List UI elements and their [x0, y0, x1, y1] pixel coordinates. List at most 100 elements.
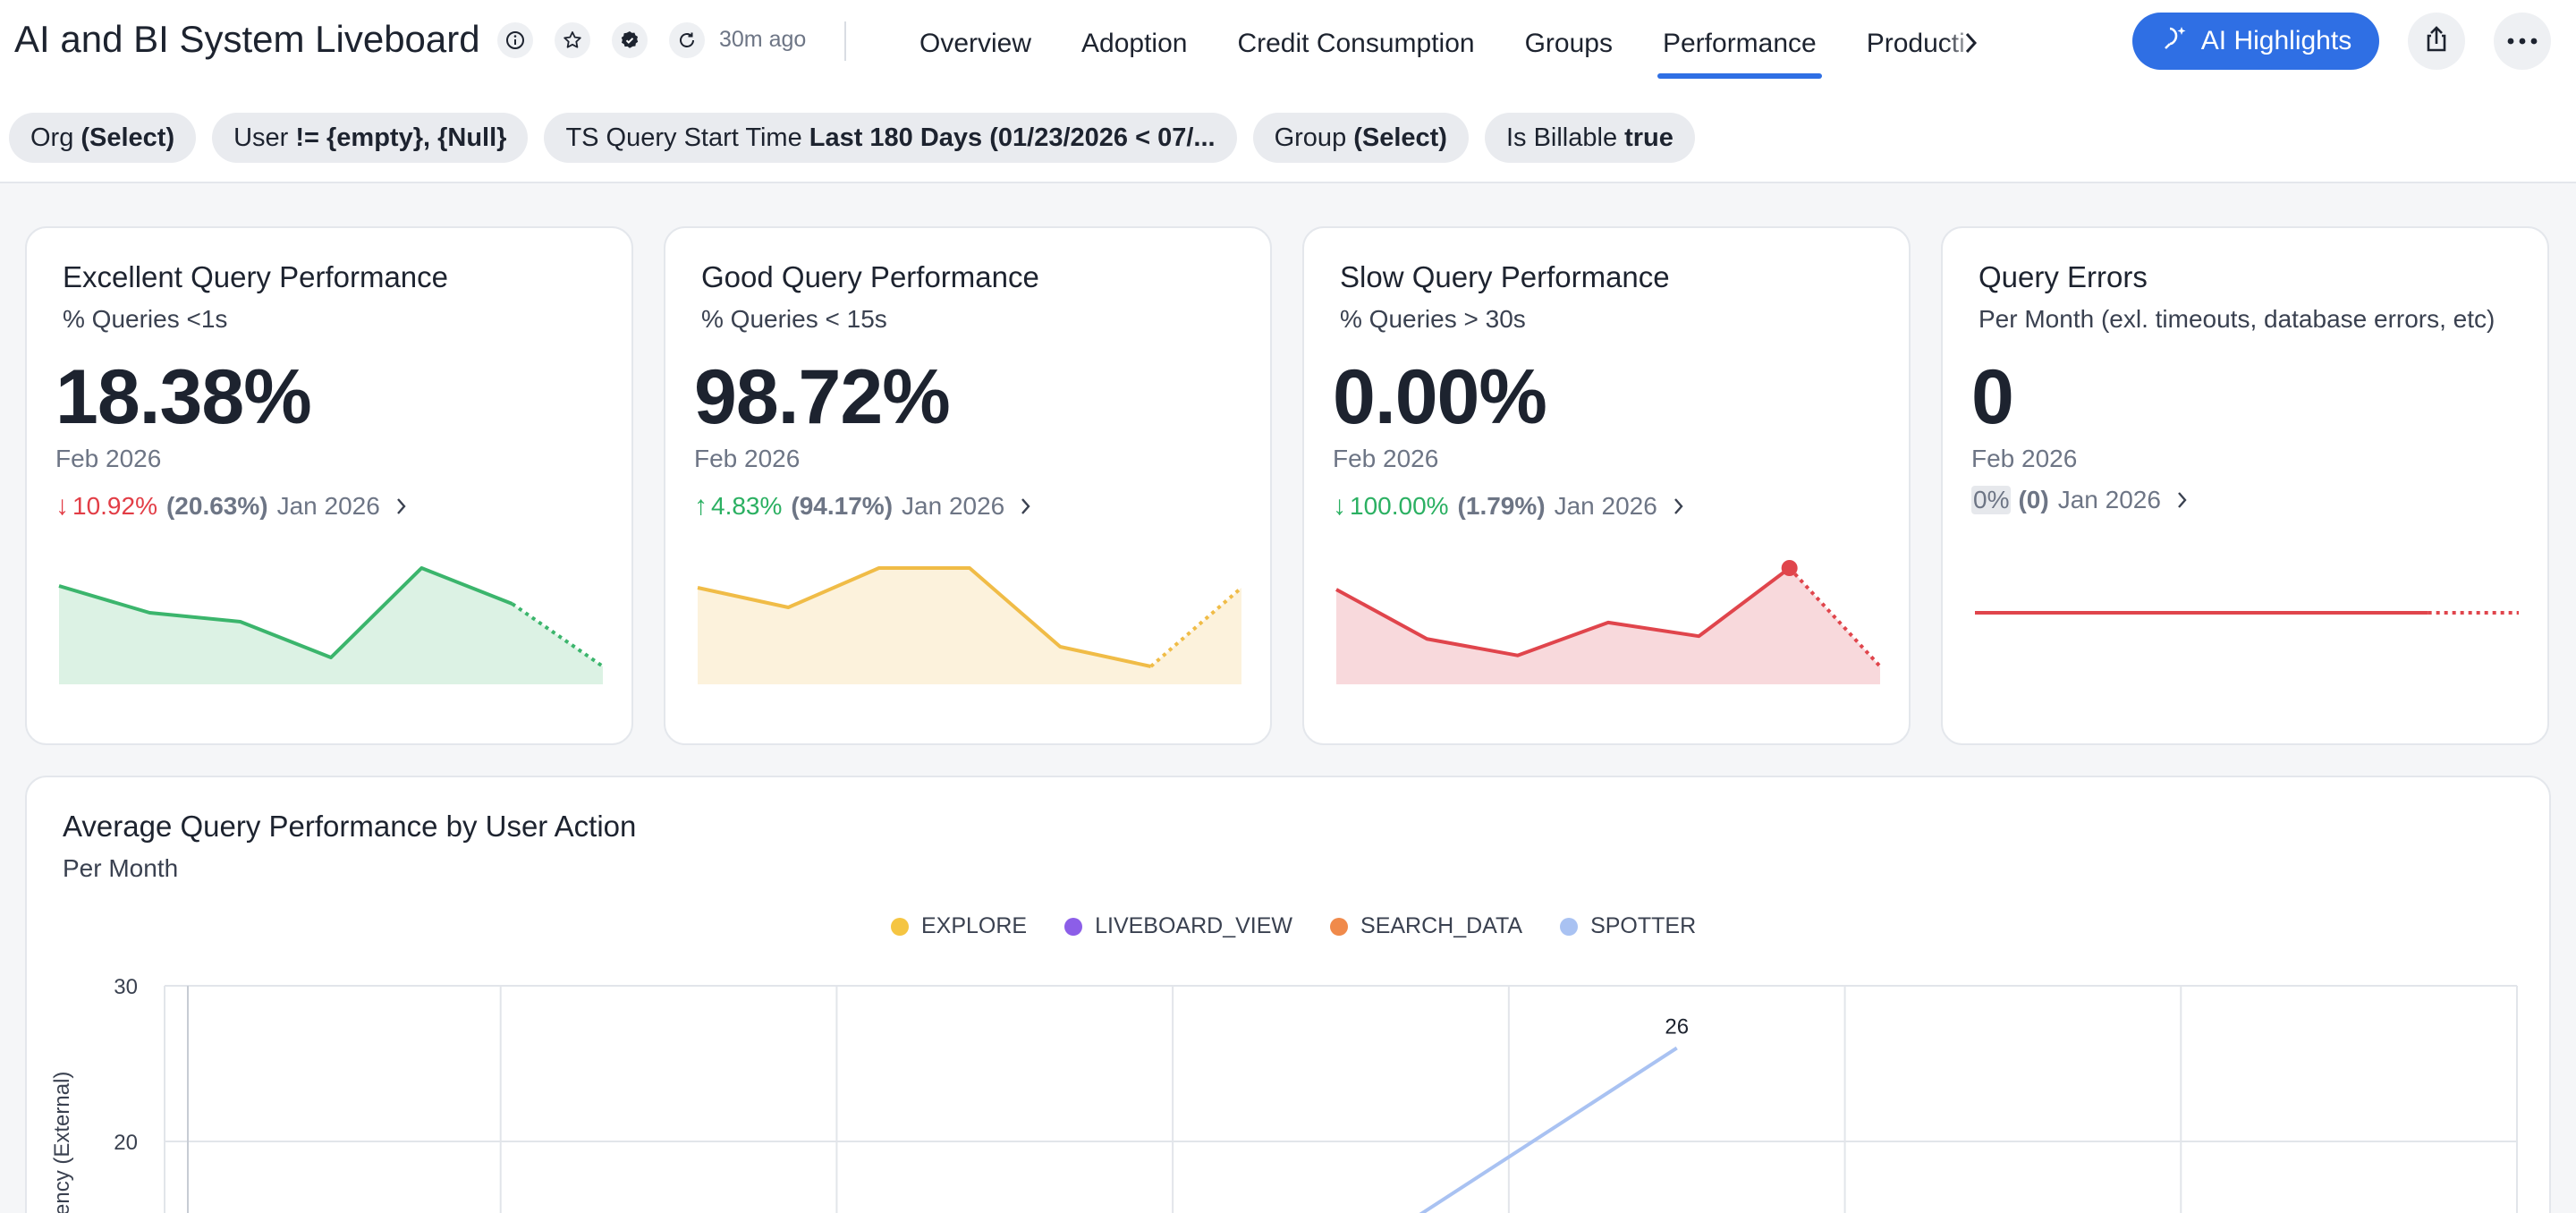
sparkline-area	[1336, 568, 1880, 684]
kpi-comparison[interactable]: 0% (0) Jan 2026	[1971, 486, 2188, 514]
kpi-change: 100.00%	[1350, 492, 1449, 520]
kpi-period: Feb 2026	[1333, 445, 1439, 472]
ai-highlights-button[interactable]: AI Highlights	[2132, 13, 2379, 70]
legend-dot	[1064, 917, 1083, 936]
kpi-change: 10.92%	[72, 492, 157, 520]
filter-value: != {empty}, {Null}	[295, 123, 507, 152]
kpi-sparkline	[58, 566, 605, 684]
chart-legend: EXPLORE LIVEBOARD_VIEW SEARCH_DATA SPOTT…	[891, 913, 1696, 939]
legend-item-spotter[interactable]: SPOTTER	[1560, 913, 1696, 939]
legend-item-explore[interactable]: EXPLORE	[891, 913, 1027, 939]
filter-value: (Select)	[80, 123, 175, 152]
arrow-up-icon: ↑	[694, 491, 708, 521]
filter-name: Is Billable	[1505, 123, 1618, 152]
star-icon[interactable]	[555, 22, 590, 58]
y-axis-title: ency (External)	[50, 1071, 74, 1213]
filter-name: Group	[1274, 123, 1347, 152]
kpi-previous-period: Jan 2026	[276, 492, 380, 520]
sparkline-forecast-line	[511, 602, 605, 668]
filter-name: TS Query Start Time	[565, 123, 802, 152]
legend-item-liveboard-view[interactable]: LIVEBOARD_VIEW	[1064, 913, 1292, 939]
kpi-period: Feb 2026	[1971, 445, 2078, 472]
kpi-subtitle: % Queries > 30s	[1340, 305, 1526, 333]
share-button[interactable]	[2408, 13, 2465, 70]
tab-credit-consumption[interactable]: Credit Consumption	[1237, 29, 1475, 58]
kpi-title: Query Errors	[1979, 260, 2148, 293]
kpi-sparkline	[697, 566, 1243, 684]
filter-chip-org[interactable]: Org (Select)	[9, 113, 197, 163]
kpi-period: Feb 2026	[55, 445, 162, 472]
tab-adoption[interactable]: Adoption	[1081, 29, 1188, 58]
info-icon[interactable]	[497, 22, 533, 58]
kpi-comparison[interactable]: ↓ 10.92% (20.63%) Jan 2026	[55, 491, 407, 522]
kpi-previous-value: (1.79%)	[1457, 492, 1546, 520]
chart-subtitle: Per Month	[63, 854, 179, 882]
kpi-previous-value: (20.63%)	[165, 492, 268, 520]
header-divider	[844, 21, 846, 61]
filter-chip-query-start-time[interactable]: TS Query Start Time Last 180 Days (01/23/…	[544, 113, 1237, 163]
kpi-card-slow-query-performance[interactable]: Slow Query Performance % Queries > 30s 0…	[1302, 226, 1911, 745]
tab-bar: Overview Adoption Credit Consumption Gro…	[894, 0, 1979, 86]
kpi-card-good-query-performance[interactable]: Good Query Performance % Queries < 15s 9…	[664, 226, 1272, 745]
tab-overview[interactable]: Overview	[919, 29, 1032, 58]
filter-value: true	[1624, 123, 1674, 152]
filter-name: Org	[30, 123, 74, 152]
sparkline-line	[697, 566, 1152, 668]
kpi-comparison[interactable]: ↑ 4.83% (94.17%) Jan 2026	[694, 491, 1031, 522]
more-options-button[interactable]	[2494, 13, 2551, 70]
legend-label: EXPLORE	[921, 913, 1028, 938]
sparkline-area	[698, 568, 1241, 684]
filter-chip-group[interactable]: Group (Select)	[1252, 113, 1469, 163]
kpi-previous-value: (94.17%)	[791, 492, 894, 520]
ai-highlights-label: AI Highlights	[2200, 26, 2352, 55]
kpi-previous-period: Jan 2026	[2057, 486, 2161, 513]
kpi-period: Feb 2026	[694, 445, 801, 472]
kpi-comparison[interactable]: ↓ 100.00% (1.79%) Jan 2026	[1333, 491, 1684, 522]
kpi-subtitle: Per Month (exl. timeouts, database error…	[1979, 305, 2496, 333]
legend-dot	[891, 917, 909, 936]
chart-card-avg-query-performance[interactable]: 20 30 26 Average Query Performance by User…	[25, 776, 2551, 1213]
legend-dot	[1560, 917, 1579, 936]
filter-chip-is-billable[interactable]: Is Billable true	[1484, 113, 1695, 163]
tab-performance[interactable]: Performance	[1638, 0, 1842, 86]
series-line-spotter[interactable]	[1341, 1046, 1678, 1213]
refresh-icon[interactable]	[669, 22, 705, 58]
tabs-scroll-right-icon[interactable]	[1957, 27, 1986, 59]
filter-name: User	[233, 123, 289, 152]
y-tick-label: 30	[114, 975, 138, 999]
sparkline-area	[59, 568, 603, 684]
kpi-previous-value: (0)	[2018, 486, 2049, 513]
kpi-title: Good Query Performance	[701, 260, 1039, 293]
kpi-change: 0%	[1971, 486, 2012, 514]
kpi-title: Slow Query Performance	[1340, 260, 1670, 293]
kpi-subtitle: % Queries <1s	[63, 305, 228, 333]
kpi-subtitle: % Queries < 15s	[701, 305, 887, 333]
verified-badge-icon[interactable]	[612, 22, 648, 58]
chevron-right-icon	[1674, 497, 1684, 515]
kpi-card-query-errors[interactable]: Query Errors Per Month (exl. timeouts, d…	[1941, 226, 2549, 745]
kpi-previous-period: Jan 2026	[902, 492, 1005, 520]
filter-chip-user[interactable]: User != {empty}, {Null}	[212, 113, 529, 163]
kpi-value: 0.00%	[1333, 354, 1547, 440]
sparkline-point[interactable]	[1781, 560, 1798, 576]
sparkline-line	[1335, 566, 1791, 657]
arrow-down-icon: ↓	[55, 491, 69, 521]
legend-label: LIVEBOARD_VIEW	[1095, 913, 1293, 938]
kpi-value: 98.72%	[694, 354, 951, 440]
sparkline-forecast-line	[1788, 566, 1882, 668]
kpi-change: 4.83%	[711, 492, 783, 520]
legend-item-search-data[interactable]: SEARCH_DATA	[1330, 913, 1522, 939]
tab-groups[interactable]: Groups	[1524, 29, 1613, 58]
data-label: 26	[1665, 1015, 1689, 1039]
chevron-right-icon	[396, 497, 407, 515]
legend-dot	[1330, 917, 1349, 936]
sparkle-icon	[2160, 23, 2189, 59]
kpi-card-excellent-query-performance[interactable]: Excellent Query Performance % Queries <1…	[25, 226, 633, 745]
kpi-previous-period: Jan 2026	[1554, 492, 1657, 520]
sparkline-forecast-line	[1149, 586, 1243, 668]
chart-title: Average Query Performance by User Action	[63, 810, 637, 843]
filter-bar: Org (Select) User != {empty}, {Null} TS Qu…	[9, 113, 1695, 163]
liveboard-header: AI and BI System Liveboard 30m ago Overv…	[0, 0, 2576, 183]
chevron-right-icon	[2177, 491, 2188, 509]
tab-productivity[interactable]: Producti	[1866, 29, 1965, 58]
